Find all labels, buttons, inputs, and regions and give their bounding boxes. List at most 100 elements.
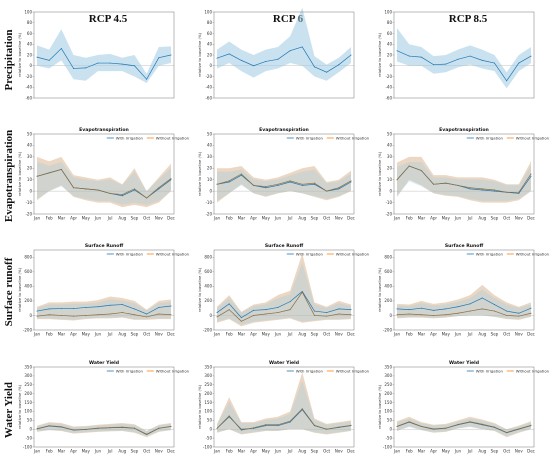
data-point [301,290,303,292]
data-point [469,55,471,57]
legend-label-with: With Irrigation [476,135,504,140]
data-point [36,310,38,312]
x-tick-label: Feb [46,216,54,221]
y-tick-label: 800 [24,255,32,260]
series-line [396,50,532,82]
x-tick-label: Dec [347,332,355,337]
data-point [445,182,447,184]
x-tick-label: Apr [250,449,257,454]
data-point [481,188,483,190]
plot-frame [33,366,175,448]
x-tick-label: Jul [287,216,293,221]
x-tick-label: Sep [131,216,139,221]
y-tick-label: 800 [384,255,392,260]
data-point [289,301,291,303]
y-tick-label: 400 [384,284,392,289]
data-point [277,425,279,427]
y-tick-label: 50 [207,418,213,423]
data-point [396,50,398,52]
y-tick-label: 20 [27,166,33,171]
panel-title: Surface Runoff [265,243,304,249]
data-point [240,320,242,322]
y-tick-label: 0 [29,427,32,432]
legend-label-without: Without Irrigation [156,368,190,373]
y-axis-label: relative to baseline (%) [197,267,202,312]
x-tick-label: Jun [274,216,282,221]
uncertainty-band [217,166,351,203]
y-tick-label: -60 [25,95,32,100]
data-point [170,178,172,180]
data-point [240,173,242,175]
data-point [277,184,279,186]
data-point [530,55,532,57]
data-point [493,426,495,428]
y-tick-label: -20 [385,74,392,79]
plot-frame [33,11,175,99]
y-tick-label: -40 [25,85,32,90]
data-point [216,57,218,59]
x-tick-label: Oct [503,216,510,221]
x-tick-label: Oct [143,216,150,221]
y-tick-label: 350 [24,364,32,369]
data-point [433,314,435,316]
data-point [289,421,291,423]
y-tick-label: 100 [384,9,392,14]
data-point [481,423,483,425]
data-point [158,306,160,308]
data-point [326,190,328,192]
y-tick-label: 200 [204,391,212,396]
data-point [240,429,242,431]
x-tick-label: Nov [515,449,523,454]
y-tick-label: 0 [389,427,392,432]
uncertainty-band-with [217,262,351,325]
x-tick-label: Aug [478,216,486,221]
data-point [146,433,148,435]
data-point [396,179,398,181]
y-tick-label: -200 [383,327,393,332]
data-point [133,65,135,67]
x-tick-label: Feb [226,449,234,454]
data-point [265,186,267,188]
data-point [73,67,75,69]
x-tick-label: Jan [213,332,221,337]
data-point [493,189,495,191]
y-tick-label: 0 [29,63,32,68]
panel-surface-runoff-rcp4.5: Surface Runoff -200 0 200 400 600 800 relative … [17,243,190,337]
x-tick-label: Apr [70,449,77,454]
y-tick-label: 30 [387,154,393,159]
panel-evapotranspiration-rcp8.5: Evapotranspiration -20 -10 0 10 20 30 40 50 relat… [377,127,550,221]
panel-title: Water Yield [269,360,299,366]
y-tick-label: 10 [207,177,213,182]
data-point [457,312,459,314]
data-point [60,426,62,428]
x-tick-label: May [262,449,271,454]
legend-label-without: Without Irrigation [336,368,370,373]
data-point [408,309,410,311]
series-without-irrigation [36,312,172,318]
column-title: RCP 4.5 [89,13,128,25]
x-tick-label: Aug [478,332,486,337]
y-tick-label: 40 [27,42,33,47]
y-axis-label: relative to baseline (%) [377,151,382,196]
x-tick-label: Feb [406,216,414,221]
x-tick-label: Mar [58,332,66,337]
data-point [313,424,315,426]
data-point [265,187,267,189]
data-point [469,187,471,189]
x-tick-label: Oct [143,449,150,454]
y-tick-label: 100 [24,409,32,414]
x-tick-label: Dec [347,216,355,221]
legend-label-with: With Irrigation [296,135,324,140]
x-tick-label: Mar [418,449,426,454]
data-point [146,316,148,318]
y-axis-label: relative to baseline (%) [377,267,382,312]
legend-label-with: With Irrigation [296,251,324,256]
data-point [301,184,303,186]
x-tick-label: Aug [118,332,126,337]
data-point [350,309,352,311]
y-tick-label: 150 [24,400,32,405]
y-tick-label: -20 [205,74,212,79]
x-tick-label: Sep [491,332,499,337]
plot-frame [393,133,535,215]
panel-title: Surface Runoff [445,243,484,249]
